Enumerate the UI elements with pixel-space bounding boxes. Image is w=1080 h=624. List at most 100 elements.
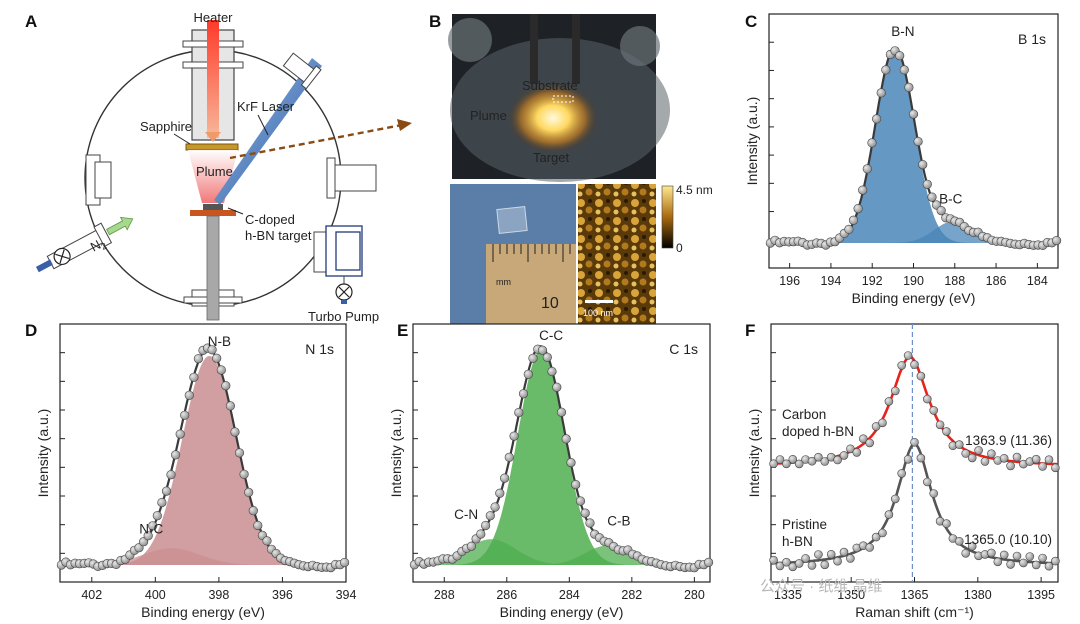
raman-point-1-43 [1044,561,1054,571]
raman-annotation-1: 1365.0 (10.10) [964,532,1052,547]
raman-point-1-9 [826,549,836,559]
krf-laser-label: KrF Laser [237,99,295,114]
raman-point-1-21 [903,454,913,464]
sapphire-label: Sapphire [140,119,192,134]
raman-point-0-44 [1051,463,1060,473]
raman-point-0-4 [794,459,804,469]
data-point-C-21 [862,164,872,174]
raman-point-0-41 [1031,454,1041,464]
peak-label-D-1: N-C [139,521,163,536]
right-port [333,164,377,192]
raman-point-1-20 [897,469,907,478]
raman-point-0-43 [1044,455,1054,465]
panel-b-photos: B Substrate Plume Target [429,12,713,324]
watermark: 公众号 · 纸维 晶维 [760,578,883,595]
raman-point-0-1 [775,455,785,464]
data-point-D-36 [221,381,231,391]
raman-point-0-31 [967,453,977,463]
y-axis-label-E: Intensity (a.u.) [388,409,404,498]
x-tick-label-E-3: 282 [621,588,642,602]
data-point-C-25 [881,65,891,75]
component-fill-E-0 [413,350,710,565]
data-point-D-38 [230,427,240,437]
turbo-pump-label: Turbo Pump [308,309,379,324]
raman-point-0-30 [961,449,971,458]
data-point-E-24 [523,369,533,379]
link-arrowhead [397,119,412,131]
data-point-E-23 [518,389,529,399]
sample-film [496,206,528,234]
data-point-E-36 [580,508,590,518]
laser-port [282,52,322,90]
data-point-E-29 [547,366,557,377]
plot-frame-D [59,323,347,583]
data-point-D-24 [166,470,176,480]
raman-point-0-32 [974,446,983,455]
peak-label-C-1: B-C [939,192,963,207]
data-point-C-35 [927,192,937,202]
data-point-E-35 [575,496,586,506]
x-tick-label-F-2: 1365 [901,588,929,602]
data-point-D-22 [157,497,167,508]
data-point-E-33 [566,458,576,468]
component-fill-E-1 [413,539,710,565]
raman-point-1-22 [910,437,919,447]
series-label-3: h-BN [782,534,813,549]
spectrum-title-C: B 1s [1018,31,1046,47]
data-point-E-37 [585,518,595,528]
data-point-D-33 [207,345,217,355]
x-axis-label-D: Binding energy (eV) [141,604,265,620]
data-point-C-23 [871,114,882,124]
n2-inlet [35,216,134,273]
data-point-E-12 [466,541,477,551]
left-port-inner [94,161,112,199]
data-point-D-25 [171,450,181,460]
raman-point-0-17 [878,418,887,428]
chamber-photo-port-left [448,18,492,62]
data-point-D-34 [212,353,222,363]
raman-point-1-0 [769,555,778,565]
heater-beam [207,20,219,138]
raman-point-0-10 [833,455,842,465]
data-point-C-31 [908,109,919,119]
x-tick-label-C-2: 192 [862,274,883,288]
x-tick-label-C-6: 184 [1027,274,1048,288]
chart-f-raman: 1335 1350 1365 1380 1395 Raman shift (cm⁻¹) In… [746,323,1060,620]
x-axis-label-F: Raman shift (cm⁻¹) [855,604,974,620]
raman-point-1-4 [794,559,804,568]
chamber-photo-rod2 [572,14,580,84]
raman-point-0-26 [935,420,945,430]
raman-point-1-12 [846,554,855,563]
data-point-E-15 [481,520,491,531]
data-point-E-28 [542,352,552,362]
x-axis-label-E: Binding energy (eV) [500,604,624,620]
data-point-E-20 [504,452,514,462]
laser-pointer [257,114,269,136]
raman-point-1-6 [807,561,817,570]
target-pointer [227,207,244,215]
x-tick-label-C-3: 190 [903,274,924,288]
photo-plume-label: Plume [470,108,507,123]
chart-c-b1s: 196 194 192 190 188 186 184 Binding energy (eV)… [744,13,1062,306]
data-point-E-21 [509,431,519,441]
x-tick-label-D-1: 400 [145,588,166,602]
data-point-E-14 [476,529,486,539]
panel-label-a: A [25,12,37,31]
raman-point-1-35 [993,557,1003,567]
chamber-photo-port-right [620,26,660,66]
raman-point-0-0 [769,459,778,469]
c-doped-target [190,210,236,216]
data-point-E-30 [552,382,562,392]
data-point-D-45 [262,536,272,546]
ruler-unit: mm [496,277,511,287]
raman-point-1-1 [775,561,785,571]
data-point-D-20 [148,521,158,531]
x-tick-label-F-1: 1350 [837,588,865,602]
substrate-box [552,95,574,103]
right-port-flange [326,157,336,199]
sapphire-pointer [173,133,191,145]
x-tick-label-F-4: 1395 [1027,588,1055,602]
component-fill-D-1 [60,548,346,565]
colorbar-min: 0 [676,241,683,255]
x-tick-label-C-1: 194 [820,274,841,288]
